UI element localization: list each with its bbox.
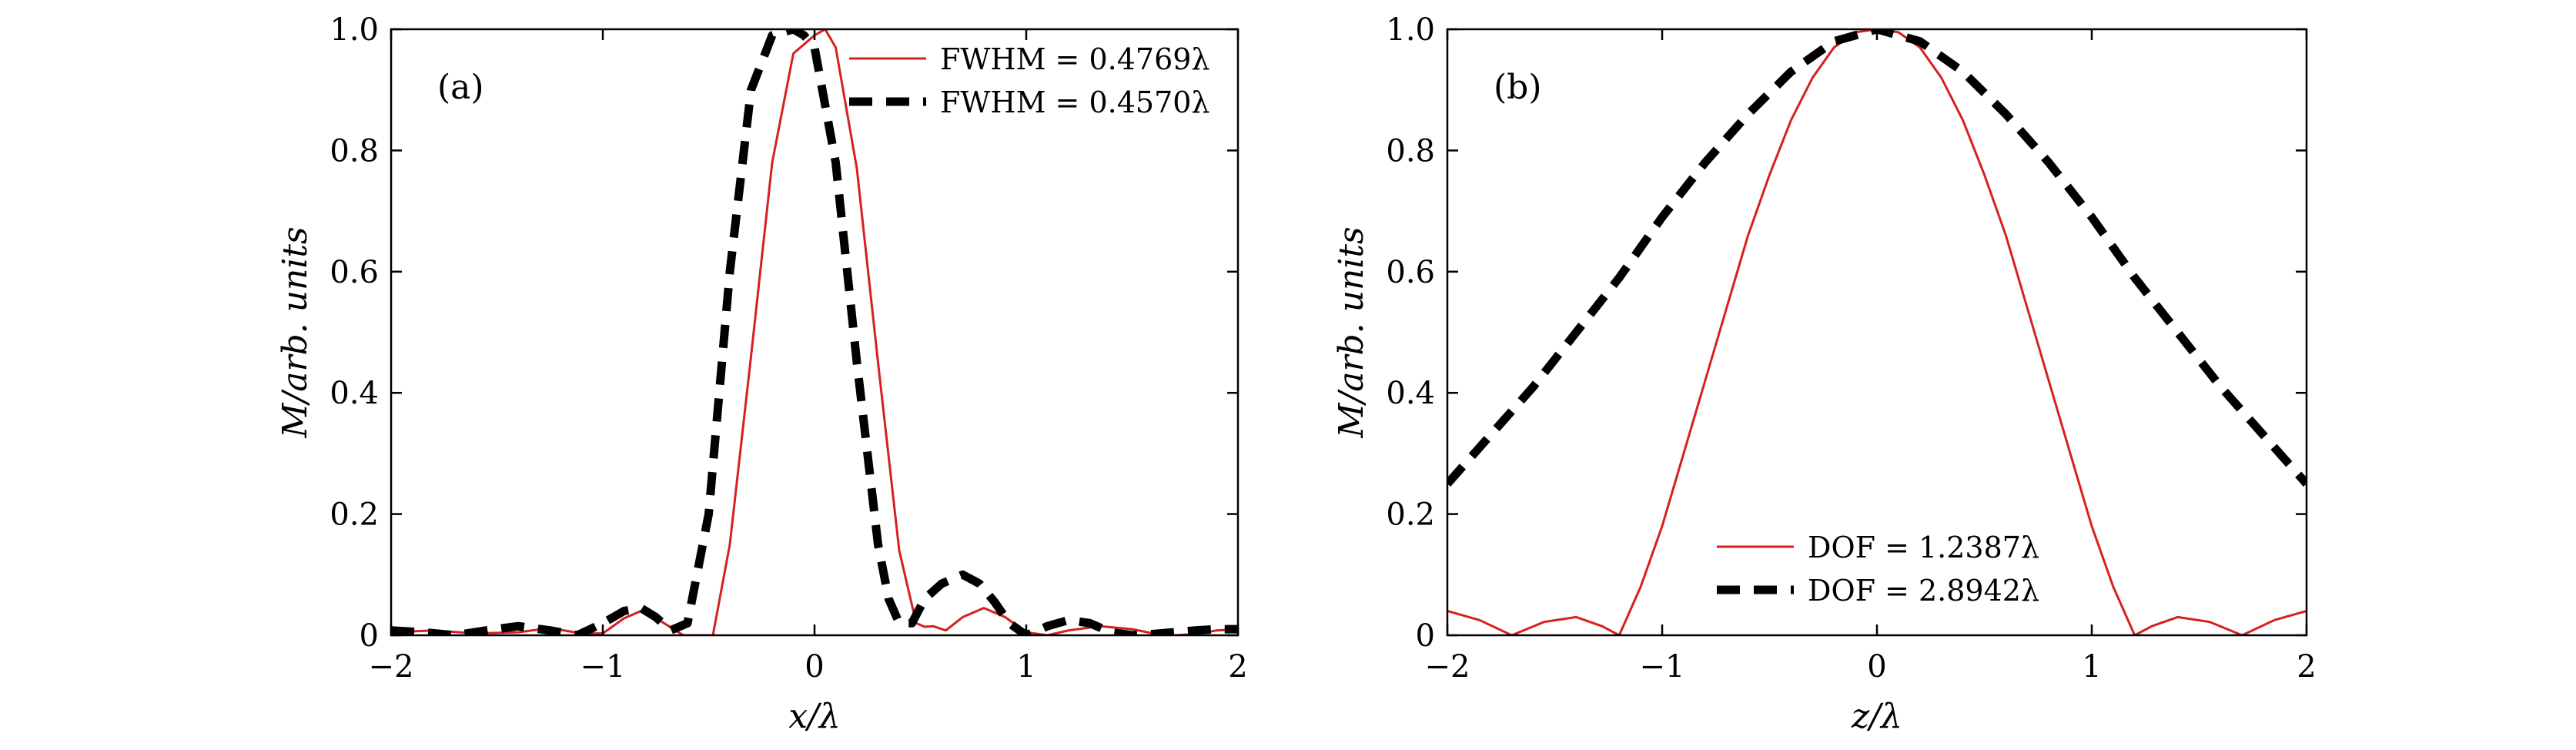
y-tick-label: 0.8 xyxy=(330,133,379,169)
y-tick-label: 1.0 xyxy=(330,12,379,48)
y-tick-label: 0.2 xyxy=(1386,497,1435,533)
x-axis-label: z/λ xyxy=(1851,697,1902,736)
y-tick-label: 0.4 xyxy=(330,376,379,411)
x-tick-label: −1 xyxy=(1640,649,1685,685)
x-tick-label: −1 xyxy=(580,649,626,685)
panel-label: (a) xyxy=(437,68,484,107)
x-tick-label: 0 xyxy=(805,649,824,685)
y-tick-label: 0.8 xyxy=(1386,133,1435,169)
x-axis-label: x/λ xyxy=(788,697,841,736)
y-tick-label: 0.4 xyxy=(1386,376,1435,411)
chart-panel-b: −2 −1 0 1 2 0 0.2 0.4 0.6 0.8 1.0 z/λ M/arb. units (b… xyxy=(1332,12,2317,736)
y-axis-label: M/arb. units xyxy=(1332,226,1371,438)
legend-label: DOF = 1.2387λ xyxy=(1808,531,2039,564)
y-tick-label: 0.6 xyxy=(330,255,379,290)
series-line-dashed xyxy=(1447,29,2307,487)
legend-label: DOF = 2.8942λ xyxy=(1808,574,2039,608)
y-tick-label: 0 xyxy=(360,618,379,654)
series-line-solid xyxy=(391,29,1238,635)
x-tick-label: −2 xyxy=(369,649,414,685)
plot-frame xyxy=(390,28,1239,637)
x-tick-label: 2 xyxy=(1228,649,1247,685)
x-tick-label: 0 xyxy=(1867,649,1886,685)
legend-label: FWHM = 0.4570λ xyxy=(940,85,1210,119)
y-tick-label: 1.0 xyxy=(1386,12,1435,48)
legend-label: FWHM = 0.4769λ xyxy=(940,42,1210,76)
x-tick-label: 2 xyxy=(2297,649,2316,685)
panel-label: (b) xyxy=(1494,68,1542,107)
series-line-dashed xyxy=(391,29,1238,635)
x-tick-label: −2 xyxy=(1425,649,1470,685)
y-tick-label: 0.6 xyxy=(1386,255,1435,290)
x-tick-label: 1 xyxy=(1016,649,1035,685)
x-tick-label: 1 xyxy=(2082,649,2101,685)
chart-panel-a: −2 −1 0 1 2 0 0.2 0.4 0.6 0.8 1.0 x/λ M/arb. units (a… xyxy=(276,12,1248,736)
y-axis-label: M/arb. units xyxy=(276,226,315,438)
y-tick-label: 0 xyxy=(1416,618,1435,654)
y-tick-label: 0.2 xyxy=(330,497,379,533)
